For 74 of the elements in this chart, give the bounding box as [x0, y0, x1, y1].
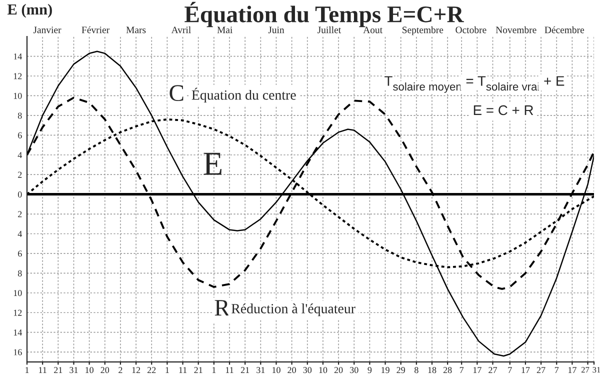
x2-tick-label: Juillet	[318, 26, 342, 34]
x-tick-label: 10	[319, 367, 328, 374]
y-tick-label: 0	[18, 191, 22, 198]
y-tick-label: 10	[14, 92, 22, 99]
x2-tick-label: Novembre	[496, 26, 536, 34]
x2-tick-label: Février	[82, 26, 110, 34]
x-tick-label: 20	[288, 367, 296, 374]
x-tick-label: 12	[132, 367, 140, 374]
y-tick-label: 14	[14, 53, 22, 60]
y-tick-label: 16	[14, 349, 22, 356]
x2-tick-label: Décembre	[544, 26, 584, 34]
chart-title: Équation du Temps E=C+R	[184, 2, 464, 28]
x2-tick-label: Octobre	[456, 26, 486, 34]
x-tick-label: 21	[54, 367, 62, 374]
x-tick-label: 27	[488, 367, 498, 374]
x-tick-label: 1	[166, 367, 169, 374]
x-tick-label: 1	[26, 367, 29, 374]
x-tick-label: 11	[179, 367, 187, 374]
x-tick-label: 9	[368, 367, 372, 374]
x-tick-label: 17	[568, 367, 576, 374]
annotation: Équation du centre	[192, 88, 296, 103]
y-tick-label: 2	[18, 211, 22, 218]
x-tick-label: 31	[256, 367, 265, 374]
x-tick-label: 7	[554, 367, 559, 374]
y-axis-title: E (mn)	[7, 4, 52, 18]
x-tick-label: 19	[382, 367, 390, 374]
x2-tick-label: Juin	[268, 26, 284, 34]
x-tick-label: 17	[522, 367, 530, 374]
x-tick-label: 20	[334, 367, 343, 374]
x2-tick-label: Avril	[171, 26, 191, 34]
y-tick-label: 12	[14, 310, 22, 316]
x-tick-label: 27	[536, 367, 546, 374]
x-tick-label: 7	[508, 367, 512, 374]
x-tick-label: 30	[303, 367, 312, 374]
x-tick-label: 8	[414, 367, 418, 374]
x-tick-label: 2	[118, 367, 122, 374]
x2-tick-label: Septembre	[402, 26, 444, 36]
y-tick-label: 4	[18, 152, 22, 158]
annotation: E = C + R	[474, 105, 534, 116]
x-tick-label: 10	[86, 367, 94, 374]
y-tick-label: 6	[18, 132, 22, 138]
series-label: C	[170, 85, 184, 102]
y-tick-label: 2	[18, 172, 22, 178]
x-tick-label: 31	[592, 367, 600, 373]
x-tick-label: 27	[581, 367, 590, 373]
x-tick-label: 21	[194, 367, 202, 374]
series-label: E	[204, 152, 222, 175]
y-tick-label: 8	[18, 270, 22, 276]
x-tick-label: 31	[70, 367, 78, 374]
x-tick-label: 22	[148, 367, 156, 374]
x-tick-label: 18	[428, 367, 436, 374]
x-tick-label: 20	[100, 367, 110, 374]
annotation: Réduction à l'équateur	[232, 304, 356, 316]
x-tick-label: 30	[350, 367, 358, 374]
x-tick-label: 28	[443, 367, 452, 374]
y-tick-label: 6	[18, 250, 22, 257]
y-tick-label: 4	[18, 230, 22, 237]
x-tick-label: 10	[272, 367, 280, 374]
x-tick-label: 17	[473, 367, 482, 374]
x-tick-label: 29	[396, 367, 405, 374]
series-label: R	[214, 300, 230, 316]
x2-tick-label: Mars	[126, 26, 146, 34]
y-tick-label: 12	[14, 73, 22, 80]
x2-tick-label: Aout	[363, 26, 382, 34]
x-tick-label: 11	[226, 367, 234, 374]
x-tick-label: 1	[212, 367, 216, 374]
x2-tick-label: Janvier	[33, 26, 62, 34]
y-tick-label: 8	[18, 112, 22, 119]
x2-tick-label: Mai	[217, 26, 232, 34]
x-tick-label: 11	[39, 367, 46, 374]
y-tick-label: 14	[14, 329, 22, 336]
y-tick-label: 10	[14, 290, 22, 296]
x-tick-label: 21	[240, 367, 250, 374]
x-tick-label: 7	[460, 367, 464, 374]
